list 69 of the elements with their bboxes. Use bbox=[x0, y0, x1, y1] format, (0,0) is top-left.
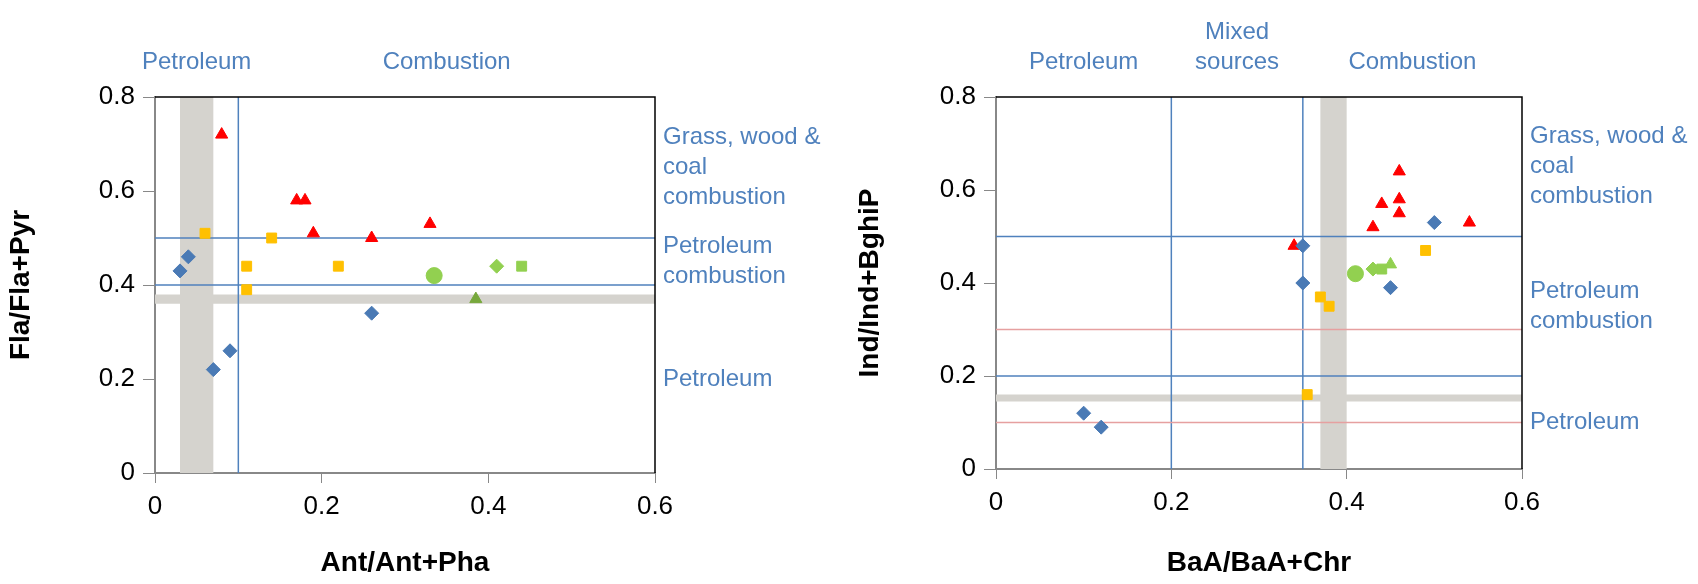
point bbox=[1295, 238, 1311, 254]
text: Combustion bbox=[1348, 47, 1477, 74]
text: Grass, wood & coal combustion bbox=[1530, 121, 1688, 209]
point bbox=[241, 284, 253, 296]
y-tick-label: 0.6 bbox=[939, 173, 976, 204]
x-tick-label: 0.2 bbox=[1153, 485, 1190, 516]
point bbox=[469, 291, 483, 304]
point bbox=[1301, 389, 1313, 401]
y-tick-label: 0 bbox=[961, 452, 976, 483]
y-tick-label: 0.2 bbox=[939, 359, 976, 390]
point bbox=[423, 216, 437, 228]
text: Petroleum bbox=[141, 47, 252, 74]
y-tick-label: 0.4 bbox=[98, 268, 135, 299]
x-tick-label: 0.2 bbox=[303, 489, 340, 520]
point bbox=[205, 362, 221, 378]
point bbox=[1314, 291, 1326, 303]
y-tick-label: 0.8 bbox=[98, 80, 135, 111]
y-tick-label: 0 bbox=[120, 456, 135, 487]
point bbox=[1392, 163, 1406, 176]
point bbox=[1392, 205, 1406, 218]
text: Petroleum combustion bbox=[1530, 275, 1653, 333]
point bbox=[1375, 196, 1389, 208]
text: Mixed sources bbox=[1195, 17, 1280, 74]
point bbox=[1420, 245, 1432, 256]
point bbox=[1426, 215, 1442, 231]
y-tick-label: 0.4 bbox=[939, 266, 976, 297]
y-tick-label: 0.8 bbox=[939, 80, 976, 111]
point bbox=[1076, 405, 1092, 421]
point bbox=[266, 232, 278, 244]
x-tick-label: 0.4 bbox=[470, 489, 507, 520]
point bbox=[199, 227, 211, 239]
point bbox=[1392, 191, 1406, 204]
point bbox=[1295, 275, 1311, 291]
point bbox=[516, 260, 528, 272]
x-tick-label: 0.6 bbox=[1503, 485, 1541, 516]
point bbox=[215, 127, 229, 139]
point bbox=[180, 249, 196, 265]
text: Petroleum bbox=[1530, 407, 1640, 435]
point bbox=[489, 258, 505, 274]
text: Petroleum bbox=[1028, 47, 1139, 74]
point bbox=[298, 192, 312, 205]
point bbox=[1383, 280, 1398, 296]
y-tick-label: 0.6 bbox=[98, 174, 135, 205]
x-tick-label: 0 bbox=[988, 485, 1004, 516]
text: Petroleum combustion bbox=[663, 231, 786, 289]
point bbox=[364, 305, 380, 321]
point bbox=[365, 230, 379, 242]
point bbox=[222, 343, 238, 359]
point bbox=[332, 260, 344, 272]
x-axis-title: Ant/Ant+Pha bbox=[320, 545, 490, 577]
point bbox=[241, 260, 253, 272]
point bbox=[1462, 215, 1476, 227]
text: Petroleum bbox=[663, 363, 773, 391]
point bbox=[425, 267, 443, 285]
x-tick-label: 0.6 bbox=[636, 489, 674, 520]
y-axis-title: Ind/Ind+BghiP bbox=[852, 188, 884, 378]
point bbox=[1366, 219, 1380, 232]
y-axis-title: Fla/Fla+Pyr bbox=[3, 209, 35, 361]
point bbox=[1323, 300, 1335, 312]
point bbox=[1093, 419, 1109, 435]
point bbox=[1346, 265, 1364, 283]
x-tick-label: 0 bbox=[147, 489, 163, 520]
x-tick-label: 0.4 bbox=[1328, 485, 1365, 516]
point bbox=[306, 225, 320, 238]
x-axis-title: BaA/BaA+Chr bbox=[1166, 545, 1352, 577]
text: Combustion bbox=[382, 47, 511, 74]
y-tick-label: 0.2 bbox=[98, 362, 135, 393]
point bbox=[172, 263, 188, 279]
text: Grass, wood & coal combustion bbox=[663, 122, 821, 210]
